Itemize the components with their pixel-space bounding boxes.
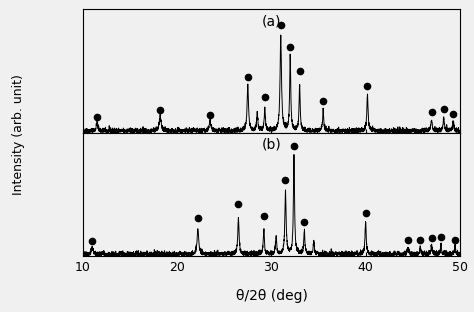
Text: (b): (b) [262, 138, 281, 152]
Text: (a): (a) [262, 14, 281, 28]
Text: Intensity (arb. unit): Intensity (arb. unit) [12, 74, 26, 195]
Text: θ/2θ (deg): θ/2θ (deg) [236, 289, 308, 303]
